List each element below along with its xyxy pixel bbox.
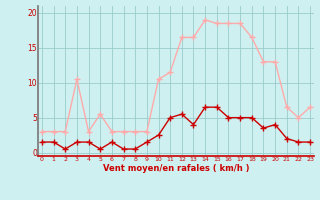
X-axis label: Vent moyen/en rafales ( km/h ): Vent moyen/en rafales ( km/h ) bbox=[103, 164, 249, 173]
